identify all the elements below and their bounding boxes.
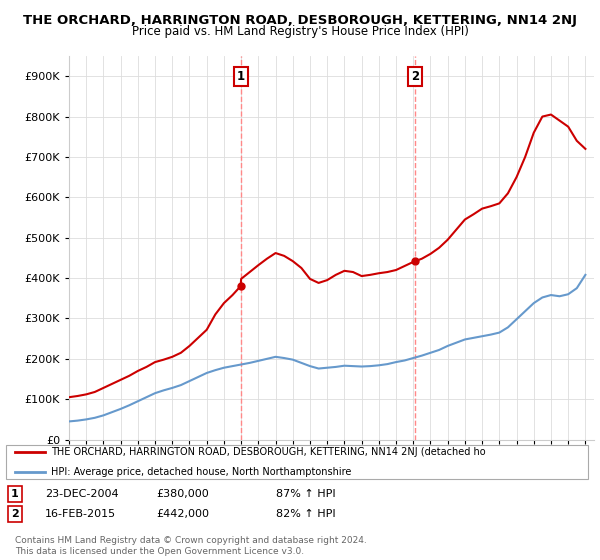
Text: 2: 2 [11,509,19,519]
Text: 1: 1 [236,69,245,83]
Text: 82% ↑ HPI: 82% ↑ HPI [276,509,335,519]
Text: 23-DEC-2004: 23-DEC-2004 [45,489,119,499]
Text: £380,000: £380,000 [156,489,209,499]
Text: Contains HM Land Registry data © Crown copyright and database right 2024.
This d: Contains HM Land Registry data © Crown c… [15,536,367,556]
Text: 87% ↑ HPI: 87% ↑ HPI [276,489,335,499]
Text: 16-FEB-2015: 16-FEB-2015 [45,509,116,519]
Text: Price paid vs. HM Land Registry's House Price Index (HPI): Price paid vs. HM Land Registry's House … [131,25,469,38]
Text: HPI: Average price, detached house, North Northamptonshire: HPI: Average price, detached house, Nort… [51,466,352,477]
Text: THE ORCHARD, HARRINGTON ROAD, DESBOROUGH, KETTERING, NN14 2NJ: THE ORCHARD, HARRINGTON ROAD, DESBOROUGH… [23,14,577,27]
Text: 2: 2 [411,69,419,83]
Text: 1: 1 [11,489,19,499]
Text: THE ORCHARD, HARRINGTON ROAD, DESBOROUGH, KETTERING, NN14 2NJ (detached ho: THE ORCHARD, HARRINGTON ROAD, DESBOROUGH… [51,447,485,457]
Text: £442,000: £442,000 [156,509,209,519]
